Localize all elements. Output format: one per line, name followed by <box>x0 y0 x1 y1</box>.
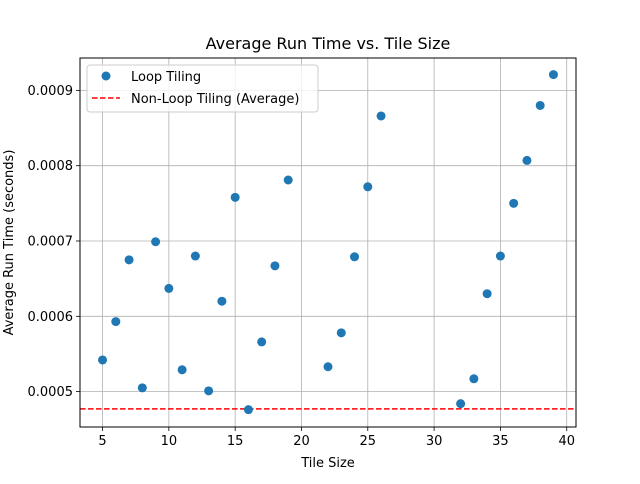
x-tick-label: 5 <box>98 434 106 449</box>
legend-label-loop-tiling: Loop Tiling <box>131 70 201 85</box>
loop-tiling-point <box>522 155 532 165</box>
loop-tiling-point <box>204 386 214 396</box>
x-tick-label: 40 <box>558 434 575 449</box>
loop-tiling-point <box>257 337 267 347</box>
loop-tiling-point <box>177 365 187 375</box>
y-tick-label: 0.0005 <box>28 385 74 400</box>
loop-tiling-point <box>482 289 492 299</box>
loop-tiling-point <box>509 198 519 208</box>
loop-tiling-point <box>535 100 545 110</box>
loop-tiling-point <box>548 70 558 80</box>
grid <box>80 58 576 427</box>
loop-tiling-point <box>230 192 240 202</box>
x-axis-ticks: 5 10 15 20 25 30 35 40 <box>98 427 575 449</box>
data-points <box>98 70 558 415</box>
legend-box <box>86 64 319 113</box>
x-tick-label: 10 <box>161 434 178 449</box>
loop-tiling-point <box>363 182 373 192</box>
loop-tiling-point <box>376 111 386 121</box>
legend: Loop Tiling Non-Loop Tiling (Average) <box>86 64 319 113</box>
loop-tiling-point <box>217 296 227 306</box>
loop-tiling-point <box>151 237 161 247</box>
y-tick-label: 0.0008 <box>28 159 74 174</box>
x-tick-label: 35 <box>492 434 509 449</box>
legend-marker-loop-tiling <box>101 71 111 81</box>
x-tick-label: 20 <box>293 434 310 449</box>
y-tick-label: 0.0009 <box>28 84 74 99</box>
x-tick-label: 30 <box>426 434 443 449</box>
plot-frame <box>79 57 577 428</box>
loop-tiling-point <box>190 251 200 261</box>
y-tick-label: 0.0006 <box>28 310 74 325</box>
loop-tiling-point <box>137 383 147 393</box>
y-axis-ticks: 0.0005 0.0006 0.0007 0.0008 0.0009 <box>28 84 80 400</box>
loop-tiling-point <box>323 362 333 372</box>
loop-tiling-point <box>124 255 134 265</box>
x-tick-label: 15 <box>227 434 244 449</box>
y-axis-label: Average Run Time (seconds) <box>2 150 17 336</box>
loop-tiling-point <box>336 328 346 338</box>
y-tick-label: 0.0007 <box>28 234 74 249</box>
legend-label-non-loop-tiling: Non-Loop Tiling (Average) <box>131 92 299 107</box>
x-axis-label: Tile Size <box>300 456 355 471</box>
loop-tiling-point <box>111 317 121 327</box>
loop-tiling-point <box>98 355 108 365</box>
loop-tiling-point <box>270 261 280 271</box>
loop-tiling-point <box>164 283 174 293</box>
loop-tiling-point <box>469 374 479 384</box>
loop-tiling-point <box>495 251 505 261</box>
loop-tiling-point <box>283 175 293 185</box>
loop-tiling-point <box>456 399 466 409</box>
x-tick-label: 25 <box>360 434 377 449</box>
loop-tiling-point <box>350 252 360 262</box>
loop-tiling-point <box>243 405 253 415</box>
chart-title: Average Run Time vs. Tile Size <box>206 34 451 53</box>
